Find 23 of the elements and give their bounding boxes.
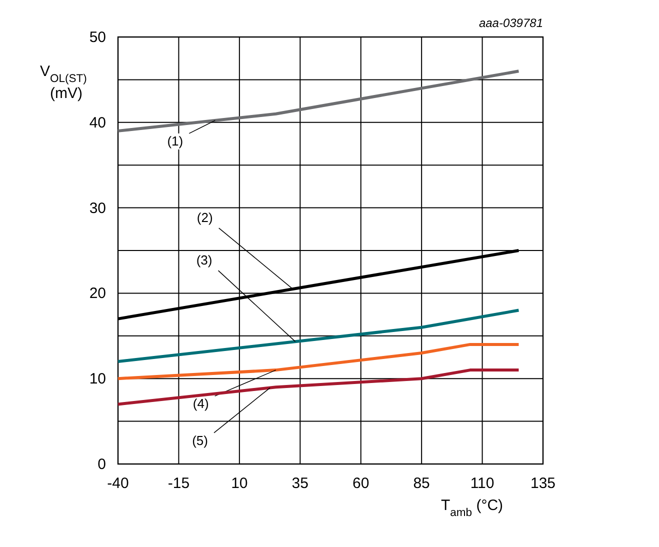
x-tick-label: -15: [168, 475, 190, 492]
series-label: (1): [167, 133, 184, 148]
series-label: (4): [192, 396, 209, 412]
line-series: [116, 342, 520, 380]
y-tick-label: 0: [98, 456, 106, 473]
x-tick-label: 35: [292, 475, 308, 492]
x-tick-label: 60: [352, 475, 370, 492]
y-tick-label: 20: [89, 285, 106, 302]
text: (3): [196, 252, 212, 268]
y-tick-label: 30: [89, 200, 106, 217]
x-tick-label: -40: [107, 475, 129, 492]
y-tick-label: 40: [89, 114, 106, 132]
y-tick-label: 50: [89, 29, 106, 46]
text: (2): [196, 210, 213, 226]
x-tick-label: 110: [470, 475, 494, 492]
x-axis-title: T$_{amb}$ (°C): [441, 497, 504, 519]
y-axis-title: V$_{OL(ST)}$ (mV): [40, 63, 88, 102]
x-tick-label: 85: [413, 475, 430, 492]
x-tick-label: 135: [530, 475, 556, 492]
text: aaa-039781: [478, 16, 543, 30]
text: (5): [192, 432, 208, 448]
x-tick-label: 10: [231, 475, 248, 492]
y-tick-label: 10: [89, 370, 106, 388]
